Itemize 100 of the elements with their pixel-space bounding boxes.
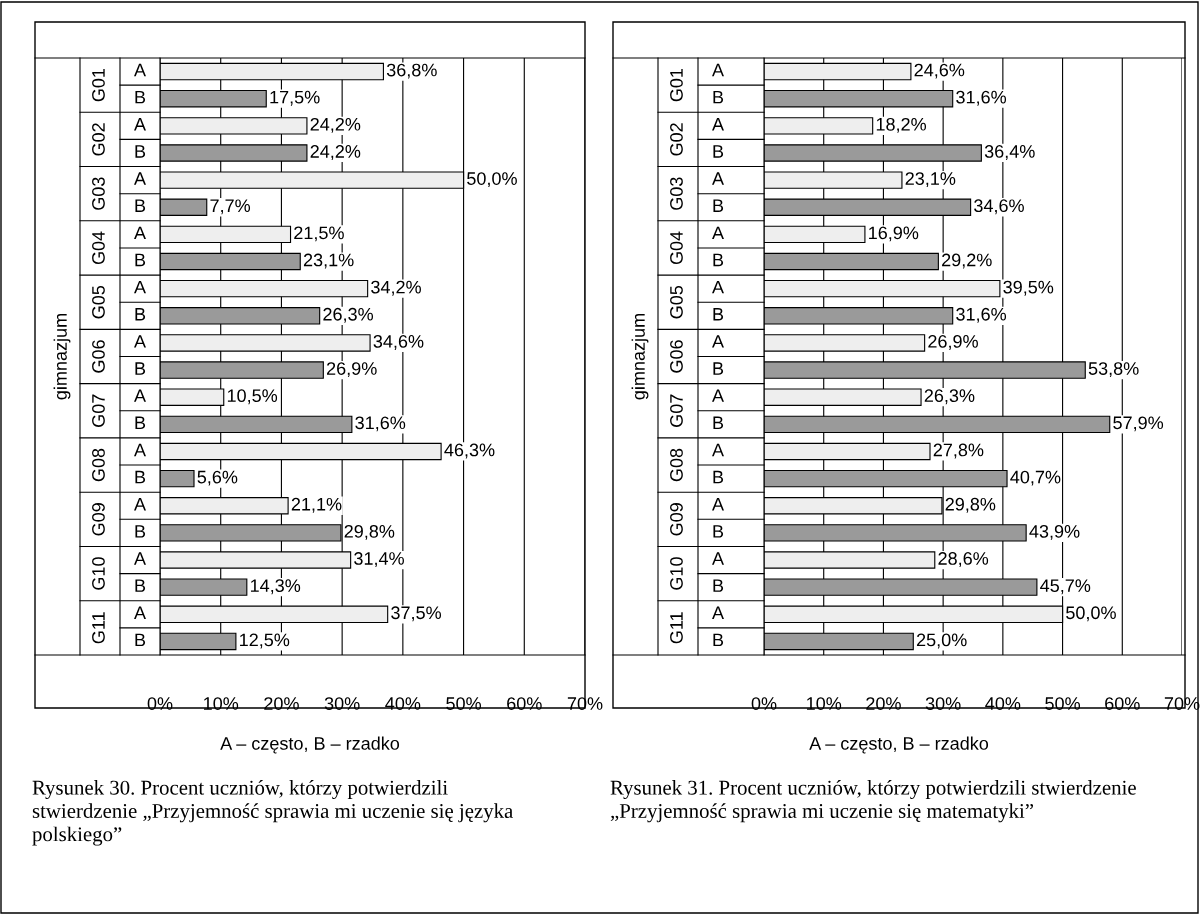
text: B bbox=[713, 90, 724, 104]
text: B bbox=[713, 416, 724, 430]
text: B bbox=[135, 416, 146, 430]
data-label: 46,3% bbox=[444, 443, 495, 459]
data-label: 50,0% bbox=[1066, 606, 1116, 622]
text: A bbox=[134, 498, 146, 511]
y-tick-label: G07 bbox=[670, 394, 683, 427]
text: A bbox=[134, 552, 146, 565]
y-tick-label: G09 bbox=[92, 503, 105, 536]
x-tick-label: 30% bbox=[925, 697, 961, 710]
text: A bbox=[134, 335, 146, 348]
x-tick-label: 30% bbox=[324, 697, 360, 710]
data-label: 24,2% bbox=[310, 145, 361, 160]
text: B bbox=[713, 525, 724, 538]
y-tick-label: G10 bbox=[92, 557, 105, 590]
text: B bbox=[135, 362, 146, 375]
y-axis-title: gimnazjum bbox=[631, 314, 649, 400]
data-label: 5,6% bbox=[197, 470, 238, 486]
data-label: 29,8% bbox=[344, 524, 395, 540]
data-label: 28,6% bbox=[938, 552, 989, 567]
data-label: 16,9% bbox=[869, 226, 919, 242]
data-label: 29,8% bbox=[945, 497, 996, 513]
y-tick-label: G10 bbox=[670, 557, 683, 590]
y-tick-label: G04 bbox=[92, 231, 105, 265]
data-label: 53,8% bbox=[1088, 362, 1139, 378]
legend-label: B bbox=[713, 145, 724, 158]
data-label: 34,6% bbox=[974, 199, 1024, 215]
x-tick-label: 60% bbox=[507, 697, 542, 710]
text: B bbox=[135, 145, 146, 158]
legend-label: B bbox=[135, 90, 146, 104]
data-label: 14,3% bbox=[250, 579, 301, 595]
data-label: 31,6% bbox=[956, 90, 1007, 106]
text: A bbox=[712, 335, 724, 348]
y-tick-label: G02 bbox=[670, 123, 683, 156]
data-label: 50,0% bbox=[467, 172, 517, 188]
data-label: 26,3% bbox=[924, 389, 975, 405]
y-tick-label: G06 bbox=[670, 340, 683, 373]
data-label: 21,5% bbox=[294, 226, 344, 242]
data-label: 29,2% bbox=[942, 253, 992, 269]
y-tick-label: G11 bbox=[92, 612, 105, 644]
text: B bbox=[135, 470, 146, 484]
text: A bbox=[712, 606, 724, 619]
x-tick-label: 50% bbox=[446, 697, 481, 710]
data-label: 43,9% bbox=[1029, 524, 1080, 540]
x-tick-label: 10% bbox=[204, 697, 239, 710]
data-label: 25,0% bbox=[916, 633, 967, 649]
x-tick-label: 20% bbox=[264, 697, 299, 710]
text: B bbox=[713, 470, 724, 484]
data-label: 12,5% bbox=[240, 633, 290, 649]
x-tick-label: 0% bbox=[147, 697, 173, 710]
data-label: 24,6% bbox=[914, 63, 965, 79]
data-label: 26,9% bbox=[327, 362, 377, 378]
y-tick-label: G07 bbox=[92, 394, 105, 427]
text: A bbox=[712, 389, 724, 402]
data-label: 31,6% bbox=[956, 307, 1007, 323]
data-label: 34,6% bbox=[373, 334, 424, 350]
text: A bbox=[134, 172, 146, 185]
data-label: 21,1% bbox=[291, 497, 342, 513]
text: A bbox=[134, 443, 146, 457]
text: B bbox=[135, 199, 146, 212]
y-tick-label: G03 bbox=[670, 177, 683, 210]
text: A bbox=[134, 63, 146, 77]
y-tick-label: G03 bbox=[92, 177, 105, 210]
text: A bbox=[134, 280, 146, 294]
text: A bbox=[134, 226, 146, 240]
legend-label: A bbox=[134, 118, 146, 131]
text: A – często, B – rzadko bbox=[220, 736, 400, 754]
y-tick-label: G02 bbox=[92, 123, 105, 156]
text: Rysunek 31. Procent uczniów, którzy potwierdzili stwierdzenie „Przyjemność sprawia mi uczenie się matematyki” bbox=[610, 780, 1136, 823]
x-tick-label: 20% bbox=[866, 697, 901, 710]
text: A – często, B – rzadko bbox=[809, 736, 989, 754]
y-tick-label: G11 bbox=[670, 612, 683, 644]
text: A bbox=[712, 443, 724, 457]
text: B bbox=[135, 579, 146, 592]
text: B bbox=[713, 362, 724, 375]
y-tick-label: G06 bbox=[92, 340, 105, 373]
data-label: 37,5% bbox=[391, 606, 442, 622]
text: A bbox=[134, 389, 146, 402]
text: B bbox=[713, 633, 724, 647]
y-tick-label: G09 bbox=[670, 503, 683, 536]
y-tick-label: G01 bbox=[92, 68, 105, 102]
data-label: 45,7% bbox=[1040, 579, 1091, 595]
y-tick-label: G08 bbox=[670, 448, 683, 482]
text: B bbox=[713, 308, 724, 321]
text: A bbox=[712, 498, 724, 511]
text: Rysunek 30. Procent uczniów, którzy potwierdzili stwierdzenie „Przyjemność sprawia mi uczenie się języka polskiego” bbox=[32, 780, 513, 846]
data-label: 7,7% bbox=[210, 199, 251, 215]
text: B bbox=[135, 633, 146, 647]
x-tick-label: 60% bbox=[1105, 697, 1140, 710]
data-label: 27,8% bbox=[933, 443, 984, 459]
x-tick-label: 40% bbox=[985, 697, 1021, 710]
data-label: 24,2% bbox=[310, 117, 361, 133]
text: B bbox=[135, 525, 146, 538]
x-tick-label: 50% bbox=[1045, 697, 1080, 710]
data-label: 23,1% bbox=[905, 172, 956, 188]
text: A bbox=[712, 552, 724, 565]
y-axis-title: gimnazjum bbox=[53, 314, 71, 400]
y-tick-label: G05 bbox=[92, 285, 105, 319]
data-label: 17,5% bbox=[270, 90, 320, 106]
x-tick-label: 40% bbox=[385, 697, 421, 710]
